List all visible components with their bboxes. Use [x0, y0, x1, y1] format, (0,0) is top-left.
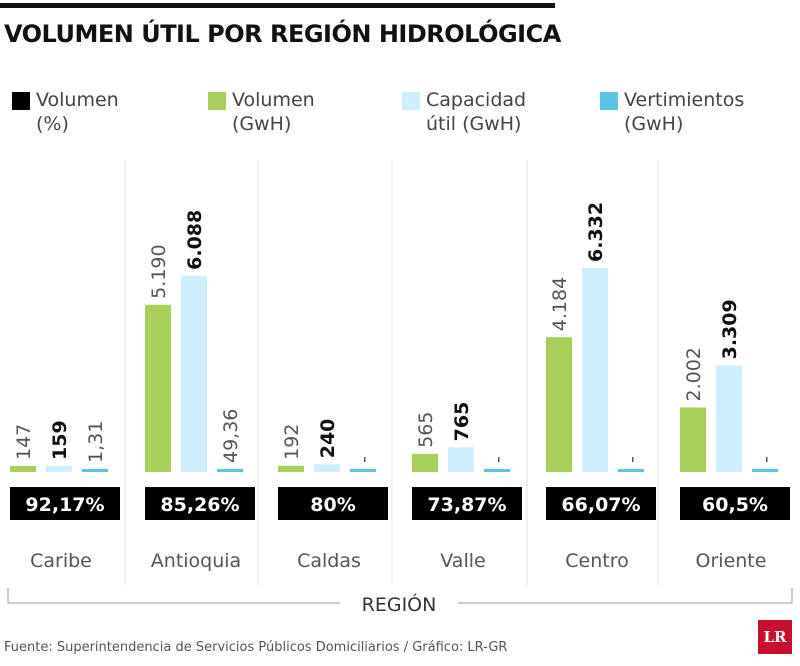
bar-vertimientos	[618, 469, 644, 472]
percent-label: 85,26%	[160, 494, 239, 516]
category-label: Caldas	[297, 550, 361, 572]
data-label: -	[755, 456, 777, 463]
x-axis-label: REGIÓN	[362, 592, 437, 616]
percent-label: 92,17%	[25, 494, 104, 516]
bar-capacidad	[448, 447, 474, 472]
legend-label: Vertimientos (GwH)	[624, 89, 745, 135]
percent-box	[680, 487, 790, 520]
bar-capacidad	[314, 464, 340, 472]
legend-swatch	[12, 92, 30, 110]
percent-box	[10, 487, 120, 520]
data-label: 1,31	[85, 421, 107, 463]
data-label: 6.332	[585, 202, 607, 262]
lr-logo: LR	[758, 620, 792, 654]
data-label: 2.002	[683, 347, 705, 401]
source-note: Fuente: Superintendencia de Servicios Pú…	[4, 640, 508, 655]
legend-item-vertimientos: Vertimientos (GwH)	[600, 88, 744, 136]
data-label: 5.190	[148, 244, 170, 298]
category-label: Valle	[440, 550, 485, 572]
data-label: -	[487, 456, 509, 463]
bar-volumen	[546, 337, 572, 472]
bar-vertimientos	[752, 469, 778, 472]
bar-volumen	[145, 304, 171, 472]
bar-capacidad	[582, 268, 608, 472]
percent-label: 80%	[310, 494, 355, 516]
legend-swatch	[402, 92, 420, 110]
axis-bracket	[7, 588, 793, 604]
percent-box	[278, 487, 388, 520]
data-label: 4.184	[549, 277, 571, 331]
logo-text: LR	[763, 628, 787, 646]
data-label: 147	[13, 424, 35, 460]
percent-box	[145, 487, 255, 520]
legend-label: Capacidad útil (GwH)	[426, 89, 527, 135]
bar-volumen	[680, 407, 706, 472]
title-rule	[0, 3, 555, 8]
bar-vertimientos	[82, 469, 108, 472]
category-label: Centro	[565, 550, 628, 572]
bar-volumen	[10, 466, 36, 472]
category-label: Caribe	[30, 550, 92, 572]
bar-vertimientos	[350, 469, 376, 472]
data-label: 49,36	[220, 409, 242, 463]
percent-label: 73,87%	[427, 494, 506, 516]
legend-swatch	[600, 92, 618, 110]
legend-swatch	[208, 92, 226, 110]
legend-item-volumen-gwh: Volumen (GwH)	[208, 88, 315, 136]
percent-label: 66,07%	[561, 494, 640, 516]
data-label: 192	[281, 424, 303, 460]
bar-vertimientos	[484, 469, 510, 472]
data-label: 765	[451, 402, 473, 442]
data-label: 565	[415, 412, 437, 448]
data-label: 6.088	[184, 210, 206, 270]
data-label: 159	[49, 420, 71, 460]
legend-label: Volumen (GwH)	[232, 89, 315, 135]
data-label: -	[621, 456, 643, 463]
data-label: -	[353, 456, 375, 463]
legend-item-capacidad: Capacidad útil (GwH)	[402, 88, 526, 136]
bar-capacidad	[181, 275, 207, 472]
percent-box	[412, 487, 522, 520]
bar-capacidad	[716, 365, 742, 472]
bar-volumen	[412, 453, 438, 472]
legend-item-volumen-pct: Volumen (%)	[12, 88, 119, 136]
chart-title: VOLUMEN ÚTIL POR REGIÓN HIDROLÓGICA	[4, 20, 561, 48]
data-label: 240	[317, 419, 339, 459]
category-label: Antioquia	[151, 550, 241, 572]
bar-vertimientos	[217, 469, 243, 472]
bar-capacidad	[46, 466, 72, 472]
percent-box	[546, 487, 656, 520]
bar-volumen	[278, 465, 304, 472]
data-label: 3.309	[719, 299, 741, 359]
legend-label: Volumen (%)	[36, 89, 119, 135]
percent-label: 60,5%	[702, 494, 768, 516]
category-label: Oriente	[696, 550, 767, 572]
